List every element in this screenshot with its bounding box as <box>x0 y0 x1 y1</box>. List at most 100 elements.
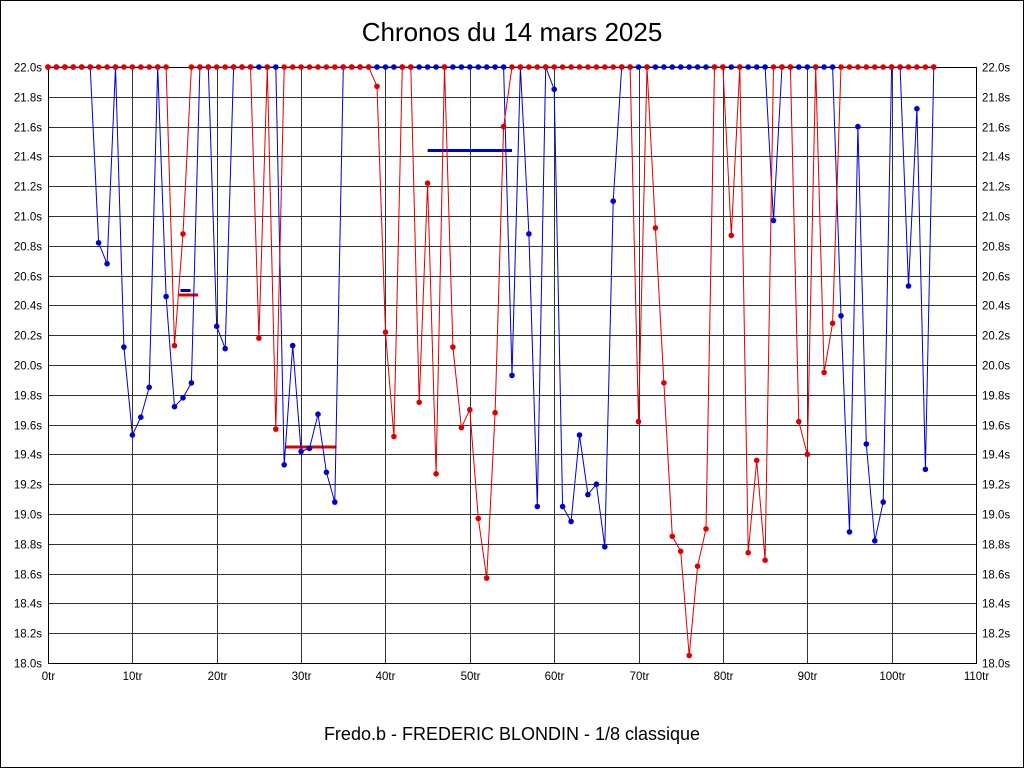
pilot-red-point <box>652 225 659 231</box>
pilot-red-point <box>559 64 566 70</box>
pilot-red-point <box>138 64 144 70</box>
pilot-red-point <box>289 64 296 70</box>
pilot-red-point <box>602 64 608 70</box>
pilot-red-point <box>829 320 836 327</box>
pilot-red-point <box>677 548 684 555</box>
x-tick-label: 70tr <box>630 671 650 683</box>
chart-title: Chronos du 14 mars 2025 <box>361 17 663 47</box>
pilot-blue-point <box>551 86 557 93</box>
pilot-blue-point <box>500 64 507 70</box>
pilot-blue-point <box>568 518 574 525</box>
pilot-red-point <box>711 64 718 70</box>
pilot-blue-point <box>433 64 439 70</box>
pilot-red-point <box>239 64 245 70</box>
y-tick-label-left: 20.8s <box>14 242 42 254</box>
pilot-blue-point <box>382 64 389 70</box>
pilot-blue-point <box>138 414 144 421</box>
pilot-blue-point <box>686 64 692 70</box>
pilot-blue-point <box>281 462 288 468</box>
pilot-blue-point <box>559 503 566 510</box>
pilot-blue-point <box>745 64 751 70</box>
pilot-blue-point <box>391 64 397 70</box>
pilot-blue-point <box>273 64 279 70</box>
pilot-blue-point <box>829 64 836 70</box>
pilot-blue-point <box>635 64 642 70</box>
x-tick-label: 20tr <box>208 671 228 683</box>
y-tick-label-right: 20.2s <box>982 331 1010 343</box>
pilot-red-point <box>872 64 878 70</box>
pilot-blue-point <box>171 403 178 410</box>
pilot-blue-point <box>728 64 735 70</box>
y-tick-label-left: 21.4s <box>14 152 42 164</box>
pilot-blue-point <box>905 283 912 289</box>
pilot-red-point <box>770 64 777 70</box>
y-tick-label-right: 18.2s <box>982 629 1010 641</box>
pilot-red-point <box>905 64 912 70</box>
pilot-red-point <box>627 64 633 70</box>
pilot-blue-line <box>48 66 935 547</box>
pilot-red-point <box>728 232 735 239</box>
y-tick-label-right: 21.2s <box>982 182 1010 194</box>
pilot-blue-point <box>416 64 423 70</box>
y-tick-label-right: 18.8s <box>982 540 1010 552</box>
pilot-red-point <box>416 399 423 406</box>
pilot-blue-point <box>222 345 228 352</box>
y-tick-label-right: 19.4s <box>982 450 1010 462</box>
series-markers <box>45 64 937 659</box>
pilot-blue-point <box>129 432 136 438</box>
pilot-blue-point <box>677 64 684 70</box>
pilot-red-point <box>737 64 743 70</box>
pilot-red-point <box>256 335 262 342</box>
y-tick-label-right: 21.6s <box>982 123 1010 135</box>
pilot-blue-point <box>492 64 498 70</box>
y-tick-label-right: 19.6s <box>982 421 1010 433</box>
y-tick-label-right: 20.6s <box>982 272 1010 284</box>
pilot-red-point <box>694 563 701 569</box>
y-tick-label-left: 21.6s <box>14 123 42 135</box>
y-tick-label-left: 21.2s <box>14 182 42 194</box>
pilot-red-point <box>95 64 102 70</box>
y-tick-label-right: 21.4s <box>982 152 1010 164</box>
pilot-blue-point <box>95 240 102 246</box>
y-tick-label-left: 22.0s <box>14 63 42 75</box>
pilot-red-point <box>509 64 515 70</box>
y-tick-label-right: 19.8s <box>982 391 1010 403</box>
pilot-blue-point <box>593 481 600 488</box>
series-lines <box>48 66 935 656</box>
pilot-red-point <box>888 64 895 70</box>
x-tick-label: 80tr <box>714 671 734 683</box>
pilot-blue-point <box>121 344 127 350</box>
pilot-red-point <box>264 64 271 70</box>
pilot-blue-point <box>450 64 456 70</box>
pilot-red-point <box>306 64 313 70</box>
pilot-red-point <box>441 64 448 70</box>
pilot-blue-point <box>424 64 431 70</box>
x-axis-labels: 0tr 10tr 20tr 30tr 40tr 50tr 60tr 70tr 80tr 90tr 1… <box>42 671 990 683</box>
pilot-red-point <box>450 344 456 350</box>
pilot-red-point <box>568 64 574 70</box>
pilot-blue-point <box>146 384 152 391</box>
pilot-blue-point <box>306 445 313 452</box>
pilot-red-point <box>112 64 119 70</box>
pilot-red-point <box>213 64 220 70</box>
pilot-blue-point <box>652 64 659 70</box>
pilot-blue-point <box>526 231 532 237</box>
pilot-red-point <box>635 418 642 425</box>
pilot-red-point <box>45 64 51 70</box>
y-tick-label-left: 20.4s <box>14 301 42 313</box>
pilot-red-point <box>812 64 819 70</box>
pilot-blue-point <box>762 64 768 70</box>
pilot-blue-point <box>753 64 760 70</box>
y-tick-label-left: 20.0s <box>14 361 42 373</box>
pilot-red-point <box>146 64 152 70</box>
pilot-blue-point <box>323 469 330 476</box>
pilot-blue-point <box>872 538 878 544</box>
pilot-blue-point <box>661 64 667 70</box>
pilot-red-point <box>121 64 127 70</box>
pilot-red-point <box>644 64 650 70</box>
pilot-blue-point <box>298 448 304 455</box>
x-tick-label: 100tr <box>879 671 905 683</box>
pilot-blue-point <box>922 466 929 473</box>
pilot-red-point <box>551 64 557 70</box>
y-tick-label-right: 21.8s <box>982 93 1010 105</box>
